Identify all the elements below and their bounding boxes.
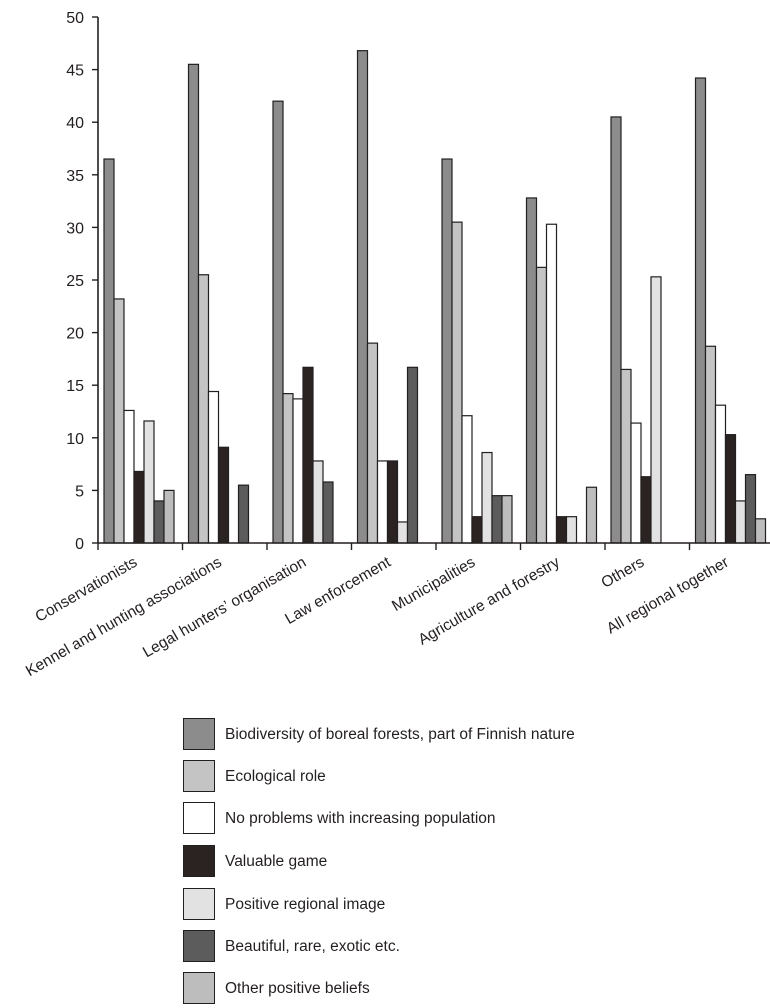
y-axis: 0 5 10 15 20 25 30 35 40 45 50 [66, 10, 99, 553]
y-tick-label: 10 [66, 431, 84, 448]
legend-label: Biodiversity of boreal forests, part of … [225, 726, 575, 743]
bar [535, 266, 548, 544]
bar [610, 116, 622, 544]
legend-label: No problems with increasing population [225, 810, 496, 827]
bar [545, 223, 558, 544]
x-tick-label: Legal hunters’ organisation [140, 554, 309, 662]
bar [640, 476, 652, 544]
bar [312, 460, 324, 544]
x-tick-label: Others [598, 554, 647, 592]
bar [376, 460, 389, 544]
legend-label: Beautiful, rare, exotic etc. [225, 938, 400, 955]
bar [724, 434, 737, 544]
y-tick-label: 15 [66, 378, 84, 395]
bar [471, 516, 483, 544]
bar [501, 495, 513, 544]
legend-swatch [183, 845, 215, 877]
bar [525, 197, 538, 544]
bar [113, 298, 125, 544]
y-tick-label: 25 [66, 273, 84, 290]
bar [366, 342, 379, 544]
bar [451, 221, 463, 544]
bar [585, 486, 598, 544]
y-tick-label: 50 [66, 10, 84, 27]
bar [461, 415, 473, 544]
y-tick-label: 45 [66, 63, 84, 80]
legend-swatch [183, 888, 215, 920]
bar [734, 500, 747, 544]
legend-swatch [183, 930, 215, 962]
bars [103, 50, 767, 544]
legend-label: Valuable game [225, 853, 328, 870]
legend-swatch [183, 802, 215, 834]
y-tick-label: 20 [66, 326, 84, 343]
legend-label: Positive regional image [225, 896, 386, 913]
bar [694, 77, 707, 544]
bar [217, 446, 230, 544]
bar [714, 404, 727, 544]
legend-swatch [183, 972, 215, 1004]
bar [491, 495, 503, 544]
bar [197, 274, 210, 544]
bar [237, 484, 250, 544]
bar [555, 516, 568, 544]
y-tick-label: 0 [75, 536, 84, 553]
y-tick-label: 30 [66, 220, 84, 237]
bar [386, 460, 399, 544]
bar [565, 516, 578, 544]
bar [322, 481, 334, 544]
bar [272, 100, 284, 544]
bar [441, 158, 453, 544]
bar [704, 345, 717, 544]
bar [650, 276, 662, 544]
bar [133, 470, 145, 544]
bar [406, 366, 419, 544]
bar [187, 63, 200, 544]
bar [207, 390, 220, 544]
y-tick-label: 35 [66, 168, 84, 185]
chart: 0 5 10 15 20 25 30 35 40 45 50 ConservationistsKen… [23, 10, 770, 680]
bar [396, 521, 409, 544]
bar [356, 50, 369, 544]
bar [103, 158, 115, 544]
bar [302, 366, 314, 544]
legend-swatch [183, 718, 215, 750]
bar [292, 398, 304, 544]
y-tick-label: 40 [66, 115, 84, 132]
bar [630, 422, 642, 544]
bar [754, 518, 767, 544]
y-tick-label: 5 [75, 483, 84, 500]
bar [282, 393, 294, 544]
legend-label: Ecological role [225, 768, 326, 785]
bar [481, 451, 493, 544]
legend-swatch [183, 760, 215, 792]
legend-label: Other positive beliefs [225, 980, 370, 997]
bar [163, 489, 175, 544]
bar [153, 500, 165, 544]
x-tick-label: Agriculture and forestry [415, 554, 562, 649]
bar [620, 368, 632, 544]
bar [744, 474, 757, 544]
bar [123, 409, 135, 544]
bar [143, 420, 155, 544]
